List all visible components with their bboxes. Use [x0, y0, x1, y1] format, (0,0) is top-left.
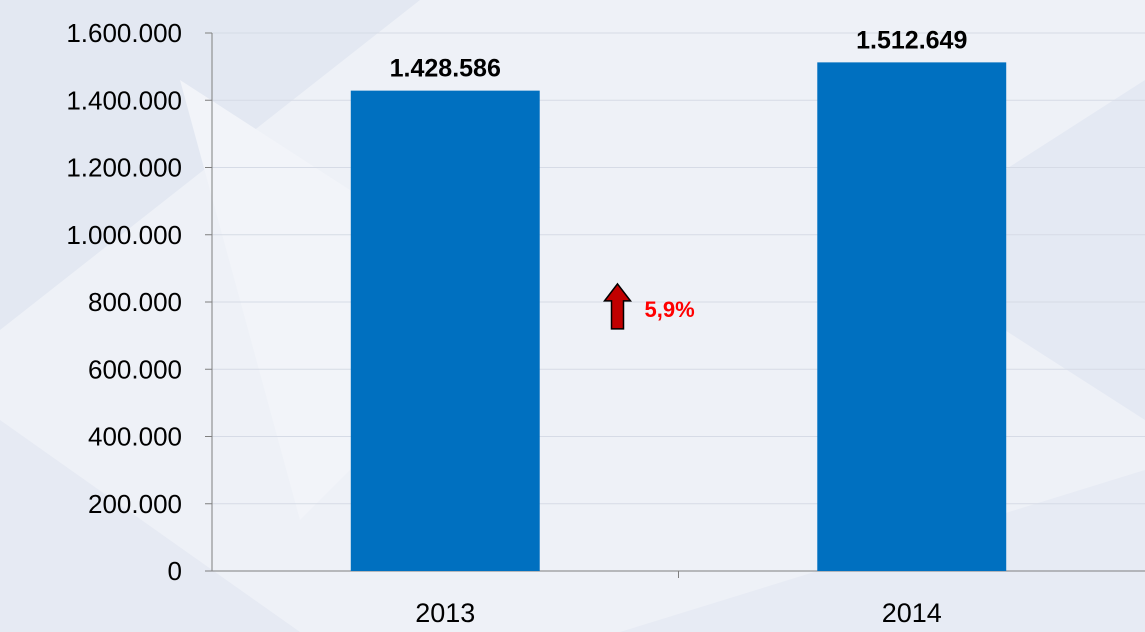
x-tick-label: 2014 — [882, 598, 942, 628]
x-tick-labels: 2013 2014 — [415, 571, 942, 628]
change-annotation: 5,9% — [602, 282, 695, 330]
y-tick-label: 1.600.000 — [66, 18, 182, 48]
y-tick-label: 0 — [168, 556, 182, 586]
data-labels: 1.428.586 1.512.649 — [390, 26, 968, 82]
y-tick-label: 400.000 — [88, 422, 182, 452]
data-label: 1.512.649 — [856, 26, 967, 54]
bar-2014 — [817, 62, 1007, 572]
arrow-up-icon — [602, 282, 633, 330]
change-label: 5,9% — [645, 297, 695, 322]
y-tick-label: 200.000 — [88, 489, 182, 519]
y-tick-label: 800.000 — [88, 287, 182, 317]
y-tick-label: 600.000 — [88, 354, 182, 384]
bar-2013 — [350, 90, 540, 572]
y-tick-label: 1.200.000 — [66, 153, 182, 183]
data-label: 1.428.586 — [390, 55, 501, 83]
y-tick-label: 1.400.000 — [66, 85, 182, 115]
y-tick-label: 1.000.000 — [66, 220, 182, 250]
x-tick-label: 2013 — [415, 598, 475, 628]
bars — [350, 62, 1007, 572]
y-tick-labels: 0 200.000 400.000 600.000 800.000 1.000.000 1.… — [66, 18, 212, 586]
